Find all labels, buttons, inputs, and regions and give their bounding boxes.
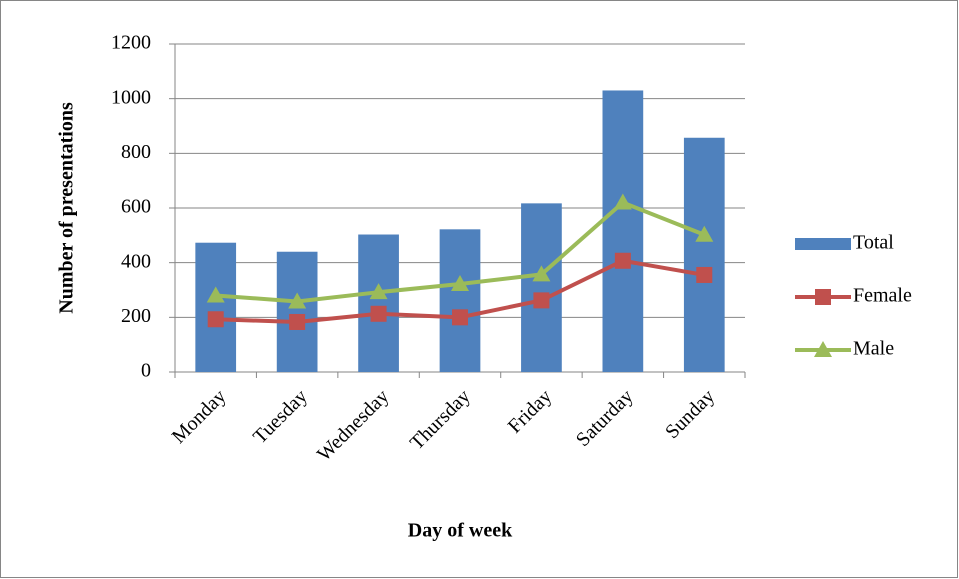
marker [451,274,469,291]
bar [439,229,481,372]
x-axis-label: Day of week [408,520,513,542]
marker [288,292,307,309]
y-tick-label: 0 [141,360,151,382]
legend-swatch [795,238,851,250]
legend-marker [815,289,831,305]
legend-marker [814,341,832,357]
y-tick-label: 1200 [111,32,151,54]
y-axis-label: Number of presentations [56,102,78,314]
bar [521,203,562,372]
y-tick-label: 400 [121,250,151,272]
bar [358,234,399,372]
marker [533,292,550,309]
bar [683,137,725,372]
marker [452,309,468,326]
marker [207,311,224,328]
marker [696,266,713,283]
y-tick-label: 1000 [111,86,151,108]
bar [276,251,318,372]
marker [614,252,631,269]
y-tick-label: 200 [121,305,151,327]
marker [532,265,551,282]
marker [613,193,632,210]
marker [695,225,714,242]
marker [369,283,388,300]
marker [370,305,387,322]
marker [206,286,225,303]
marker [289,313,306,330]
legend-label: Female [853,285,912,307]
legend-label: Total [853,232,894,254]
bar [195,242,237,372]
y-tick-label: 600 [121,196,151,218]
bar [602,90,644,372]
y-tick-label: 800 [121,141,151,163]
legend-label: Male [853,338,894,360]
